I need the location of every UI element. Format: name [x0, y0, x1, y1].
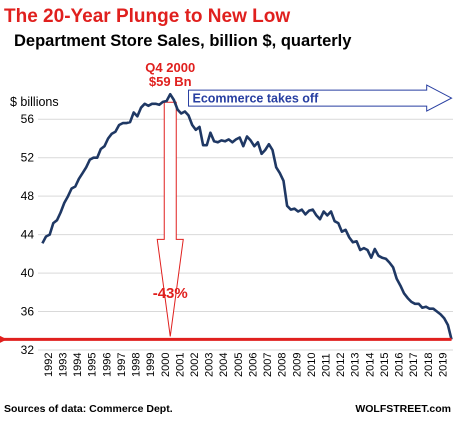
- x-tick-label: 1996: [101, 353, 113, 377]
- x-tick-label: 2003: [204, 353, 216, 377]
- x-tick-label: 1998: [131, 353, 143, 377]
- ecommerce-arrow-shape: [188, 84, 453, 112]
- x-tick-label: 2009: [291, 353, 303, 377]
- x-tick-label: 2013: [350, 353, 362, 377]
- y-tick-label: 48: [21, 189, 35, 203]
- x-tick-labels: 1992 1993 1994 1995 1996 1997 1998 1999 2000 2001…: [43, 353, 450, 377]
- peak-label-quarter: Q4 2000: [145, 60, 195, 75]
- y-tick-label: 36: [21, 305, 35, 319]
- x-tick-label: 2008: [277, 353, 289, 377]
- annotation-arrows: [156, 84, 453, 337]
- x-tick-label: 2010: [306, 353, 318, 377]
- source-note: Sources of data: Commerce Dept.: [4, 403, 173, 415]
- ecommerce-label: Ecommerce takes off: [193, 92, 320, 106]
- x-tick-label: 2018: [423, 353, 435, 377]
- y-axis-label: $ billions: [10, 95, 59, 109]
- x-tick-label: 2002: [189, 353, 201, 377]
- x-tick-label: 2017: [408, 353, 420, 377]
- x-tick-label: 2019: [437, 353, 449, 377]
- y-tick-label: 32: [21, 343, 35, 357]
- y-tick-label: 40: [21, 266, 35, 280]
- y-tick-label: 52: [21, 151, 35, 165]
- chart-title: The 20-Year Plunge to New Low: [4, 6, 290, 27]
- x-tick-label: 2005: [233, 353, 245, 377]
- drop-arrow-shape: [156, 101, 184, 337]
- x-tick-label: 2016: [394, 353, 406, 377]
- y-tick-label: 44: [21, 228, 35, 242]
- x-tick-label: 1997: [116, 353, 128, 377]
- y-tick-label: 56: [21, 112, 35, 126]
- x-tick-label: 2014: [364, 353, 376, 377]
- x-tick-label: 1993: [57, 353, 69, 377]
- x-tick-label: 2004: [218, 353, 230, 377]
- drop-percent-label: -43%: [153, 285, 188, 302]
- grid-layer: [38, 118, 453, 351]
- chart-subtitle: Department Store Sales, billion $, quart…: [14, 32, 352, 50]
- x-tick-label: 2001: [174, 353, 186, 377]
- x-tick-label: 2012: [335, 353, 347, 377]
- x-tick-label: 1992: [43, 353, 55, 377]
- y-tick-labels: 32 36 40 44 48 52 56: [21, 112, 35, 357]
- x-tick-label: 2011: [321, 353, 333, 377]
- x-tick-label: 1994: [72, 353, 84, 377]
- peak-label-value: $59 Bn: [149, 74, 192, 89]
- x-tick-label: 2006: [247, 353, 259, 377]
- series-line: [41, 92, 453, 340]
- x-tick-label: 1995: [87, 353, 99, 377]
- x-tick-label: 2015: [379, 353, 391, 377]
- x-tick-label: 2000: [160, 353, 172, 377]
- x-tick-label: 1999: [145, 353, 157, 377]
- x-tick-label: 2007: [262, 353, 274, 377]
- brand-label: WOLFSTREET.com: [355, 403, 451, 415]
